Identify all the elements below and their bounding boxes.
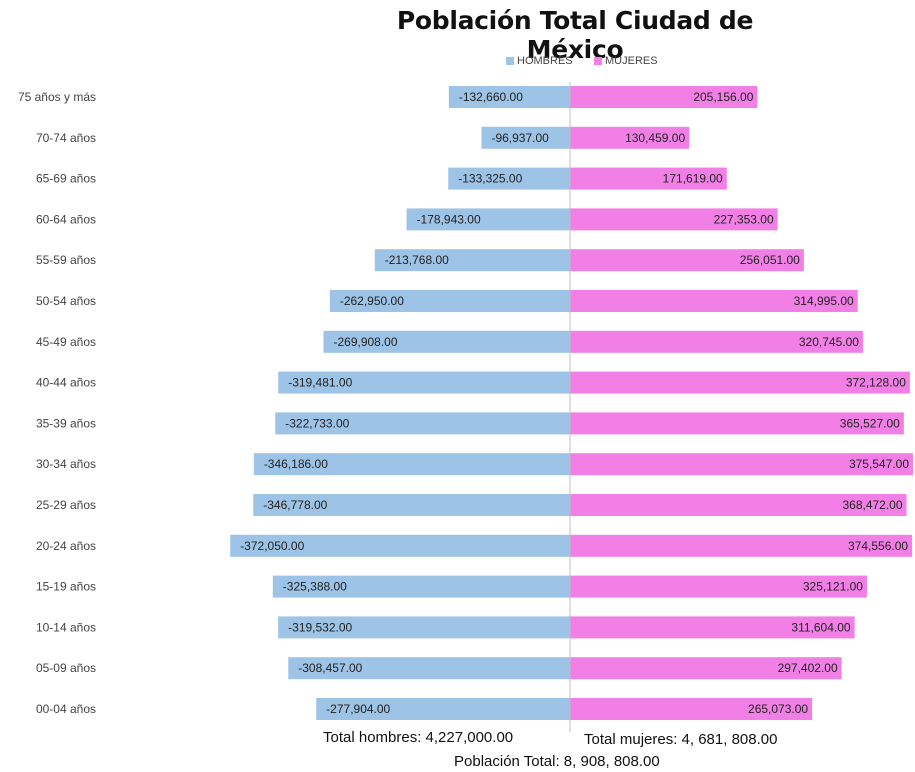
- total-population-label: Población Total: 8, 908, 808.00: [454, 753, 660, 770]
- data-label-hombres: -262,950.00: [340, 294, 404, 308]
- bar-hombres: [278, 616, 570, 639]
- legend-item-hombres: HOMBRES: [506, 55, 573, 67]
- bar-mujeres: [570, 290, 858, 312]
- category-label: 30-34 años: [36, 457, 96, 471]
- bar-mujeres: [570, 534, 913, 557]
- category-label: 35-39 años: [36, 416, 96, 430]
- bar-hombres: [288, 657, 570, 680]
- bar-mujeres: [570, 86, 758, 108]
- data-label-mujeres: 130,459.00: [625, 131, 685, 145]
- data-label-mujeres: 374,556.00: [848, 539, 908, 553]
- data-label-mujeres: 368,472.00: [842, 498, 902, 512]
- chart-legend: HOMBRES MUJERES: [0, 55, 915, 71]
- legend-swatch-hombres: [506, 57, 514, 65]
- data-label-mujeres: 314,995.00: [794, 294, 854, 308]
- data-label-mujeres: 256,051.00: [740, 253, 800, 267]
- total-men-label: Total hombres: 4,227,000.00: [323, 729, 514, 746]
- category-label: 65-69 años: [36, 172, 96, 186]
- category-label: 05-09 años: [36, 661, 96, 675]
- data-label-mujeres: 375,547.00: [849, 457, 909, 471]
- bar-mujeres: [570, 330, 863, 353]
- bar-mujeres: [570, 249, 804, 272]
- data-label-mujeres: 320,745.00: [799, 335, 859, 349]
- bar-hombres: [329, 290, 570, 312]
- category-label: 55-59 años: [36, 253, 96, 267]
- bar-mujeres: [570, 412, 904, 435]
- data-label-mujeres: 297,402.00: [778, 661, 838, 675]
- chart-title: Población Total Ciudad de México: [396, 6, 754, 64]
- data-label-hombres: -325,388.00: [283, 580, 347, 594]
- bar-hombres: [253, 494, 571, 516]
- bar-hombres: [278, 371, 570, 394]
- category-label: 50-54 años: [36, 294, 96, 308]
- bar-hombres: [448, 167, 570, 190]
- legend-label-hombres: HOMBRES: [517, 55, 573, 67]
- data-label-mujeres: 171,619.00: [663, 172, 723, 186]
- bar-mujeres: [570, 657, 842, 680]
- bar-mujeres: [570, 698, 813, 720]
- category-label: 10-14 años: [36, 620, 96, 634]
- bar-mujeres: [570, 371, 910, 394]
- bar-hombres: [448, 86, 570, 108]
- data-label-mujeres: 372,128.00: [846, 376, 906, 390]
- data-label-mujeres: 311,604.00: [791, 620, 850, 634]
- data-label-hombres: -308,457.00: [298, 661, 362, 675]
- bar-mujeres: [570, 453, 913, 476]
- data-label-mujeres: 227,353.00: [714, 212, 774, 226]
- category-label: 45-49 años: [36, 335, 96, 349]
- data-label-hombres: -319,481.00: [288, 376, 352, 390]
- legend-label-mujeres: MUJERES: [605, 55, 658, 67]
- category-label: 25-29 años: [36, 498, 96, 512]
- category-label: 15-19 años: [36, 580, 96, 594]
- bar-mujeres: [570, 494, 907, 516]
- bar-mujeres: [570, 126, 690, 149]
- data-label-hombres: -132,660.00: [459, 90, 523, 104]
- bar-mujeres: [570, 575, 867, 598]
- data-label-mujeres: 325,121.00: [803, 580, 863, 594]
- legend-swatch-mujeres: [594, 57, 602, 65]
- data-label-hombres: -372,050.00: [240, 539, 304, 553]
- data-label-hombres: -213,768.00: [385, 253, 449, 267]
- data-label-hombres: -96,937.00: [491, 131, 549, 145]
- category-label: 75 años y más: [18, 90, 96, 104]
- bar-mujeres: [570, 208, 778, 231]
- data-label-hombres: -319,532.00: [288, 620, 352, 634]
- bar-hombres: [406, 208, 570, 231]
- bar-hombres: [230, 534, 571, 557]
- category-label: 00-04 años: [36, 702, 96, 716]
- data-label-hombres: -346,778.00: [263, 498, 327, 512]
- category-label: 40-44 años: [36, 376, 96, 390]
- data-label-hombres: -322,733.00: [285, 416, 349, 430]
- bar-hombres: [272, 575, 570, 598]
- data-label-mujeres: 265,073.00: [748, 702, 808, 716]
- bar-hombres: [374, 249, 570, 272]
- bar-hombres: [481, 126, 570, 149]
- category-label: 60-64 años: [36, 212, 96, 226]
- data-label-mujeres: 365,527.00: [840, 416, 900, 430]
- bar-hombres: [253, 453, 570, 476]
- total-women-label: Total mujeres: 4, 681, 808.00: [584, 731, 778, 748]
- data-label-hombres: -269,908.00: [333, 335, 397, 349]
- data-label-hombres: -178,943.00: [417, 212, 481, 226]
- data-label-hombres: -133,325.00: [458, 172, 522, 186]
- data-label-hombres: -346,186.00: [264, 457, 328, 471]
- category-label: 20-24 años: [36, 539, 96, 553]
- data-label-hombres: -277,904.00: [326, 702, 390, 716]
- data-label-mujeres: 205,156.00: [693, 90, 753, 104]
- bar-hombres: [323, 330, 570, 353]
- category-label: 70-74 años: [36, 131, 96, 145]
- bar-mujeres: [570, 616, 855, 639]
- bar-mujeres: [570, 167, 727, 190]
- population-pyramid-chart: 75 años y más -132,660.00 205,156.00 70-74 …: [18, 82, 913, 732]
- bar-hombres: [316, 698, 570, 720]
- legend-item-mujeres: MUJERES: [594, 55, 658, 67]
- bar-hombres: [275, 412, 570, 435]
